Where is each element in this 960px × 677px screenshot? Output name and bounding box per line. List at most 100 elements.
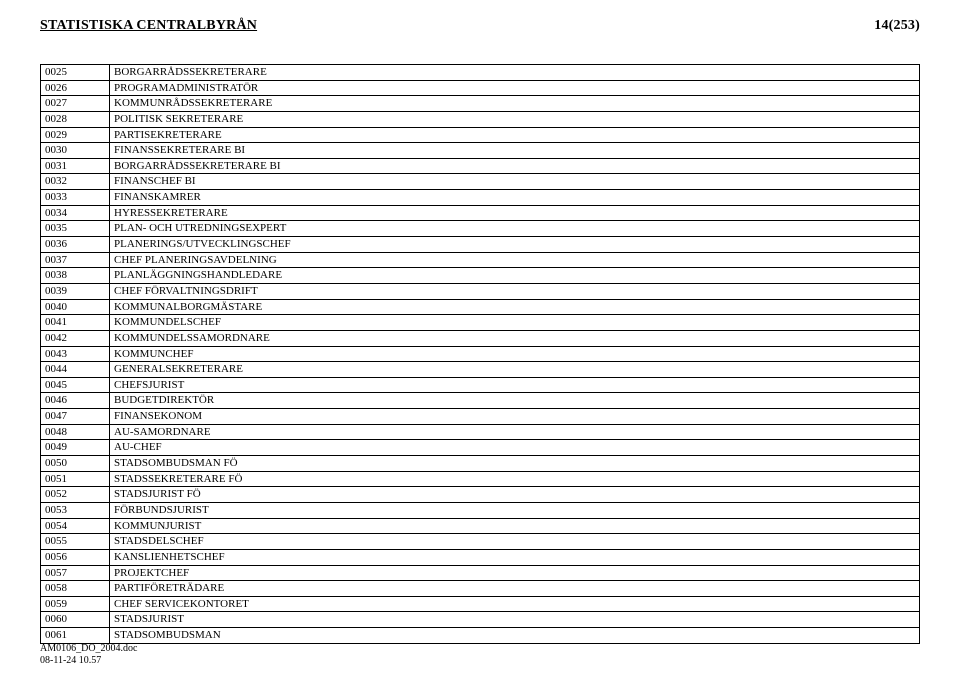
table-row: 0043KOMMUNCHEF xyxy=(41,346,920,362)
code-cell: 0025 xyxy=(41,65,110,81)
code-cell: 0054 xyxy=(41,518,110,534)
page-footer: AM0106_DO_2004.doc 08-11-24 10.57 xyxy=(40,643,138,667)
label-cell: AU-CHEF xyxy=(110,440,920,456)
table-row: 0061STADSOMBUDSMAN xyxy=(41,628,920,644)
table-row: 0030FINANSSEKRETERARE BI xyxy=(41,143,920,159)
table-row: 0058PARTIFÖRETRÄDARE xyxy=(41,581,920,597)
code-cell: 0046 xyxy=(41,393,110,409)
table-row: 0034HYRESSEKRETERARE xyxy=(41,205,920,221)
label-cell: KOMMUNDELSSAMORDNARE xyxy=(110,330,920,346)
table-row: 0038PLANLÄGGNINGSHANDLEDARE xyxy=(41,268,920,284)
code-cell: 0040 xyxy=(41,299,110,315)
code-cell: 0032 xyxy=(41,174,110,190)
label-cell: KOMMUNRÅDSSEKRETERARE xyxy=(110,96,920,112)
table-row: 0057PROJEKTCHEF xyxy=(41,565,920,581)
table-row: 0045CHEFSJURIST xyxy=(41,377,920,393)
code-cell: 0035 xyxy=(41,221,110,237)
code-cell: 0056 xyxy=(41,549,110,565)
label-cell: PROJEKTCHEF xyxy=(110,565,920,581)
table-row: 0052STADSJURIST FÖ xyxy=(41,487,920,503)
table-row: 0053FÖRBUNDSJURIST xyxy=(41,502,920,518)
table-row: 0051STADSSEKRETERARE FÖ xyxy=(41,471,920,487)
table-row: 0029PARTISEKRETERARE xyxy=(41,127,920,143)
code-cell: 0028 xyxy=(41,111,110,127)
code-cell: 0059 xyxy=(41,596,110,612)
label-cell: PARTISEKRETERARE xyxy=(110,127,920,143)
page-number: 14(253) xyxy=(874,18,920,34)
label-cell: STADSOMBUDSMAN FÖ xyxy=(110,456,920,472)
table-row: 0054KOMMUNJURIST xyxy=(41,518,920,534)
code-cell: 0057 xyxy=(41,565,110,581)
table-row: 0048AU-SAMORDNARE xyxy=(41,424,920,440)
table-row: 0040KOMMUNALBORGMÄSTARE xyxy=(41,299,920,315)
code-cell: 0033 xyxy=(41,190,110,206)
label-cell: PROGRAMADMINISTRATÖR xyxy=(110,80,920,96)
code-cell: 0034 xyxy=(41,205,110,221)
label-cell: PLANLÄGGNINGSHANDLEDARE xyxy=(110,268,920,284)
label-cell: KOMMUNDELSCHEF xyxy=(110,315,920,331)
label-cell: FÖRBUNDSJURIST xyxy=(110,502,920,518)
org-name: STATISTISKA CENTRALBYRÅN xyxy=(40,18,257,34)
label-cell: CHEF SERVICEKONTORET xyxy=(110,596,920,612)
label-cell: KOMMUNCHEF xyxy=(110,346,920,362)
table-row: 0033FINANSKAMRER xyxy=(41,190,920,206)
table-row: 0060STADSJURIST xyxy=(41,612,920,628)
label-cell: STADSJURIST FÖ xyxy=(110,487,920,503)
code-cell: 0038 xyxy=(41,268,110,284)
footer-filename: AM0106_DO_2004.doc xyxy=(40,643,138,655)
label-cell: CHEF FÖRVALTNINGSDRIFT xyxy=(110,283,920,299)
table-row: 0039CHEF FÖRVALTNINGSDRIFT xyxy=(41,283,920,299)
code-cell: 0027 xyxy=(41,96,110,112)
code-cell: 0055 xyxy=(41,534,110,550)
label-cell: CHEF PLANERINGSAVDELNING xyxy=(110,252,920,268)
label-cell: KOMMUNJURIST xyxy=(110,518,920,534)
code-cell: 0052 xyxy=(41,487,110,503)
code-cell: 0031 xyxy=(41,158,110,174)
table-row: 0032FINANSCHEF BI xyxy=(41,174,920,190)
label-cell: CHEFSJURIST xyxy=(110,377,920,393)
label-cell: HYRESSEKRETERARE xyxy=(110,205,920,221)
code-cell: 0043 xyxy=(41,346,110,362)
code-cell: 0041 xyxy=(41,315,110,331)
table-row: 0044GENERALSEKRETERARE xyxy=(41,362,920,378)
label-cell: STADSSEKRETERARE FÖ xyxy=(110,471,920,487)
code-cell: 0060 xyxy=(41,612,110,628)
code-cell: 0049 xyxy=(41,440,110,456)
code-cell: 0050 xyxy=(41,456,110,472)
table-row: 0055STADSDELSCHEF xyxy=(41,534,920,550)
table-row: 0031BORGARRÅDSSEKRETERARE BI xyxy=(41,158,920,174)
codes-table: 0025BORGARRÅDSSEKRETERARE0026PROGRAMADMI… xyxy=(40,64,920,644)
code-cell: 0045 xyxy=(41,377,110,393)
label-cell: GENERALSEKRETERARE xyxy=(110,362,920,378)
label-cell: STADSOMBUDSMAN xyxy=(110,628,920,644)
table-row: 0049AU-CHEF xyxy=(41,440,920,456)
code-cell: 0048 xyxy=(41,424,110,440)
table-row: 0041KOMMUNDELSCHEF xyxy=(41,315,920,331)
label-cell: POLITISK SEKRETERARE xyxy=(110,111,920,127)
table-row: 0046BUDGETDIREKTÖR xyxy=(41,393,920,409)
label-cell: AU-SAMORDNARE xyxy=(110,424,920,440)
table-row: 0037CHEF PLANERINGSAVDELNING xyxy=(41,252,920,268)
label-cell: KANSLIENHETSCHEF xyxy=(110,549,920,565)
table-row: 0027KOMMUNRÅDSSEKRETERARE xyxy=(41,96,920,112)
label-cell: KOMMUNALBORGMÄSTARE xyxy=(110,299,920,315)
codes-table-body: 0025BORGARRÅDSSEKRETERARE0026PROGRAMADMI… xyxy=(41,65,920,644)
page-header: STATISTISKA CENTRALBYRÅN 14(253) xyxy=(40,18,920,34)
code-cell: 0047 xyxy=(41,409,110,425)
table-row: 0036PLANERINGS/UTVECKLINGSCHEF xyxy=(41,237,920,253)
table-row: 0050STADSOMBUDSMAN FÖ xyxy=(41,456,920,472)
table-row: 0056KANSLIENHETSCHEF xyxy=(41,549,920,565)
label-cell: FINANSSEKRETERARE BI xyxy=(110,143,920,159)
code-cell: 0044 xyxy=(41,362,110,378)
label-cell: BORGARRÅDSSEKRETERARE BI xyxy=(110,158,920,174)
document-page: STATISTISKA CENTRALBYRÅN 14(253) 0025BOR… xyxy=(0,0,960,677)
code-cell: 0036 xyxy=(41,237,110,253)
code-cell: 0051 xyxy=(41,471,110,487)
table-row: 0025BORGARRÅDSSEKRETERARE xyxy=(41,65,920,81)
table-row: 0042KOMMUNDELSSAMORDNARE xyxy=(41,330,920,346)
footer-timestamp: 08-11-24 10.57 xyxy=(40,655,138,667)
table-row: 0035PLAN- OCH UTREDNINGSEXPERT xyxy=(41,221,920,237)
table-row: 0026PROGRAMADMINISTRATÖR xyxy=(41,80,920,96)
label-cell: BORGARRÅDSSEKRETERARE xyxy=(110,65,920,81)
label-cell: FINANSKAMRER xyxy=(110,190,920,206)
